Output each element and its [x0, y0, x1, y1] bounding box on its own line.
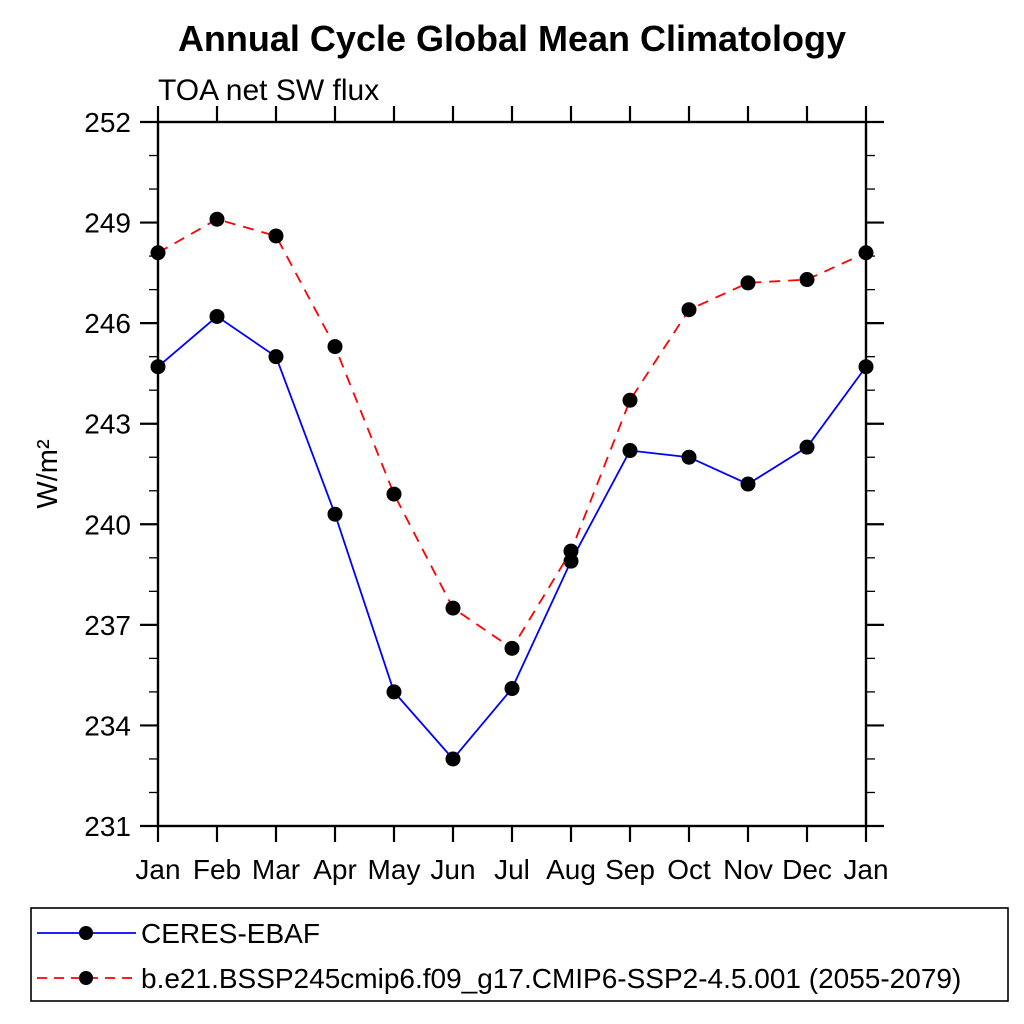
- data-point: [740, 476, 756, 492]
- x-tick-label: Oct: [667, 854, 711, 885]
- y-tick-label: 243: [84, 409, 131, 440]
- y-tick-label: 231: [84, 811, 131, 842]
- data-point: [386, 486, 402, 502]
- y-tick-label: 234: [84, 710, 131, 741]
- data-point: [622, 443, 638, 459]
- x-tick-label: Nov: [723, 854, 773, 885]
- legend-label-model: b.e21.BSSP245cmip6.f09_g17.CMIP6-SSP2-4.…: [141, 963, 961, 994]
- data-point: [681, 449, 697, 465]
- x-tick-label: Jan: [135, 854, 180, 885]
- x-tick-label: Jun: [430, 854, 475, 885]
- data-series: [150, 211, 874, 767]
- data-point: [445, 600, 461, 616]
- data-point: [268, 228, 284, 244]
- legend-entry-ceres: CERES-EBAF: [37, 918, 320, 949]
- x-tick-label: Feb: [193, 854, 241, 885]
- x-tick-label: Apr: [313, 854, 357, 885]
- data-point: [504, 681, 520, 697]
- data-point: [681, 302, 697, 318]
- legend-box: [30, 907, 1009, 1002]
- x-tick-label: Jan: [843, 854, 888, 885]
- x-tick-label: Aug: [546, 854, 596, 885]
- data-point: [268, 349, 284, 365]
- data-point: [445, 751, 461, 767]
- data-point: [386, 684, 402, 700]
- legend-marker-dot: [79, 971, 93, 985]
- series-line-1: [157, 218, 867, 650]
- data-point: [327, 506, 343, 522]
- data-point: [622, 392, 638, 408]
- x-tick-label: Dec: [782, 854, 832, 885]
- legend-label-ceres: CERES-EBAF: [141, 918, 320, 949]
- legend-marker-dot: [79, 926, 93, 940]
- data-point: [799, 272, 815, 288]
- x-tick-label: Sep: [605, 854, 655, 885]
- data-point: [209, 308, 225, 324]
- x-tick-label: Mar: [252, 854, 300, 885]
- y-tick-label: 240: [84, 509, 131, 540]
- chart-subtitle: TOA net SW flux: [158, 74, 379, 107]
- y-tick-label: 237: [84, 610, 131, 641]
- x-tick-labels: Jan Feb Mar Apr May Jun Jul Aug Sep Oct Nov Dec Jan: [135, 854, 888, 885]
- plot-frame: [156, 120, 868, 828]
- y-tick-label: 246: [84, 308, 131, 339]
- y-axis-label: W/m²: [32, 439, 64, 509]
- x-tick-label: May: [368, 854, 421, 885]
- legend: CERES-EBAF b.e21.BSSP245cmip6.f09_g17.CM…: [30, 907, 1009, 1002]
- data-point: [504, 640, 520, 656]
- data-point: [740, 275, 756, 291]
- legend-entry-model: b.e21.BSSP245cmip6.f09_g17.CMIP6-SSP2-4.…: [37, 963, 961, 994]
- y-tick-label: 249: [84, 208, 131, 239]
- chart-title: Annual Cycle Global Mean Climatology: [178, 18, 846, 59]
- data-point: [799, 439, 815, 455]
- data-point: [563, 543, 579, 559]
- data-point: [327, 339, 343, 355]
- y-tick-labels: 231 234 237 240 243 246 249 252: [84, 107, 131, 842]
- data-point: [209, 211, 225, 227]
- x-tick-label: Jul: [494, 854, 530, 885]
- y-tick-label: 252: [84, 107, 131, 138]
- axis-ticks: [140, 106, 884, 842]
